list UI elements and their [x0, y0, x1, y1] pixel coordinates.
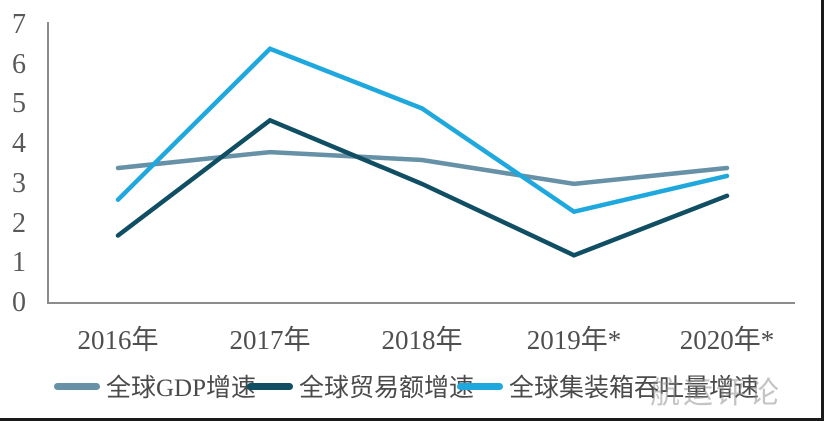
- legend-item-2: 全球集装箱吞吐量增速: [457, 370, 759, 402]
- legend-item-0: 全球GDP增速: [54, 370, 256, 402]
- x-axis-label: 2017年: [229, 325, 311, 355]
- series-line-1: [115, 117, 730, 258]
- y-tick-label: 1: [12, 247, 26, 279]
- bottom-border-line: [0, 418, 824, 421]
- series-line-2: [115, 46, 730, 215]
- legend-label: 全球集装箱吞吐量增速: [509, 375, 760, 402]
- y-tick-label: 4: [12, 128, 26, 160]
- x-axis-label: 2016年: [77, 325, 159, 355]
- y-tick-label: 5: [12, 88, 26, 120]
- y-tick-label: 6: [12, 48, 26, 80]
- y-tick-label: 3: [12, 167, 26, 199]
- axis-lines: [47, 22, 795, 304]
- x-axis-label: 2019年*: [526, 325, 622, 355]
- y-tick-label: 0: [12, 287, 26, 318]
- legend-item-1: 全球贸易额增速: [247, 370, 474, 402]
- legend-swatch-icon: [247, 382, 293, 390]
- y-tick-label: 7: [12, 9, 26, 40]
- legend-swatch-icon: [457, 382, 503, 390]
- right-border-line: [821, 0, 824, 421]
- legend-swatch-icon: [54, 382, 100, 390]
- x-axis-label: 2020年*: [679, 325, 775, 355]
- series-lines: [115, 46, 730, 258]
- chart-legend: 全球GDP增速 全球贸易额增速 全球集装箱吞吐量增速: [0, 370, 824, 404]
- x-axis-label: 2018年: [381, 325, 463, 355]
- legend-label: 全球贸易额增速: [299, 375, 475, 402]
- y-tick-label: 2: [12, 207, 26, 239]
- legend-label: 全球GDP增速: [106, 375, 257, 402]
